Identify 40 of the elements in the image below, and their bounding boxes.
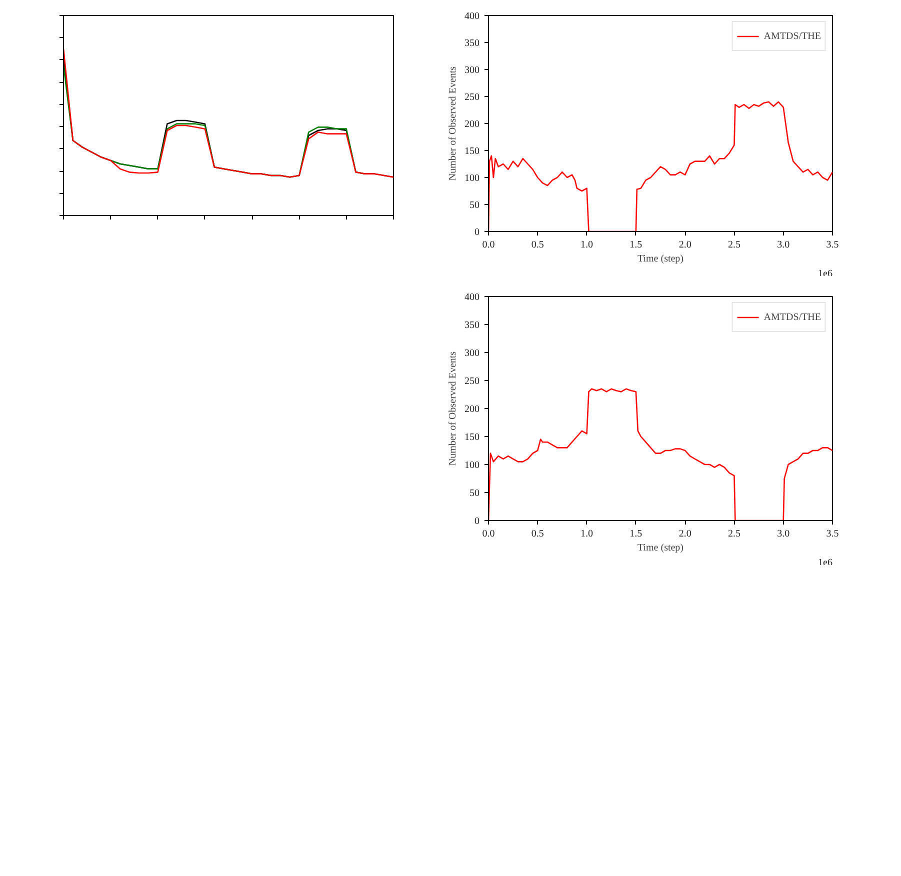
x-tick-label: 3.5 <box>826 240 839 250</box>
x-tick-label: 0.5 <box>531 240 544 250</box>
x-axis-title: Time (step) <box>637 542 684 554</box>
x-tick-label: 3.0 <box>777 240 790 250</box>
x-tick-label: 2.0 <box>678 240 692 250</box>
x-tick-label: 1.0 <box>580 528 594 540</box>
y-tick-label: 200 <box>464 404 480 415</box>
y-tick-label: 350 <box>464 320 480 331</box>
legend-label: AMTDS/THE <box>764 30 821 42</box>
x-tick-label: 1.5 <box>630 528 642 540</box>
y-tick-label: 0 <box>474 516 480 527</box>
y-tick-label: 150 <box>464 432 480 443</box>
y-tick-label: 350 <box>464 38 480 49</box>
y-tick-label: 100 <box>464 173 480 184</box>
x-tick-label: 2.5 <box>728 240 740 250</box>
y-tick-label: 50 <box>470 488 480 499</box>
x-tick-label: 1.5 <box>630 240 642 250</box>
y-tick-label: 300 <box>464 348 480 359</box>
y-tick-label: 0 <box>474 227 480 238</box>
x-tick-label: 0.0 <box>482 528 495 540</box>
y-tick-label: 150 <box>464 146 480 157</box>
x-tick-label: 0.5 <box>531 528 544 540</box>
y-axis-title: Number of Observed Events <box>448 351 458 466</box>
x-tick-label: 1.0 <box>580 240 594 250</box>
x-tick-label: 2.5 <box>728 528 740 540</box>
y-tick-label: 400 <box>464 292 480 303</box>
x-tick-label: 2.0 <box>678 528 692 540</box>
y-tick-label: 400 <box>464 11 480 22</box>
x-tick-label: 3.0 <box>777 528 790 540</box>
y-tick-label: 200 <box>464 119 480 130</box>
y-tick-label: 250 <box>464 92 480 103</box>
y-tick-label: 250 <box>464 376 480 387</box>
y-tick-label: 100 <box>464 460 480 471</box>
y-axis-title: Number of Observed Events <box>448 66 458 181</box>
legend-label: AMTDS/THE <box>764 312 821 322</box>
x-axis-title: Time (step) <box>637 254 684 264</box>
y-tick-label: 300 <box>464 65 480 76</box>
y-tick-label: 50 <box>470 200 480 211</box>
x-tick-label: 0.0 <box>482 240 495 250</box>
x-tick-label: 3.5 <box>826 528 839 540</box>
